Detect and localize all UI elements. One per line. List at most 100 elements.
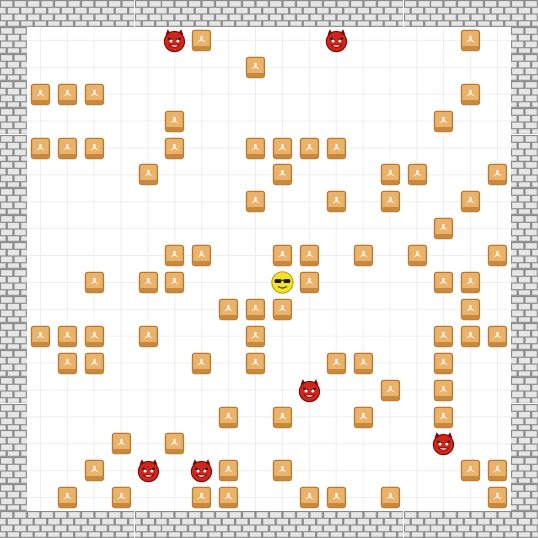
- crate-icon: [161, 269, 188, 296]
- crate-icon: [54, 323, 81, 350]
- crate-icon: [457, 323, 484, 350]
- brick-wall-icon: [0, 403, 27, 431]
- sunglasses-smiley-icon[interactable]: [269, 269, 296, 296]
- crate-icon: [484, 323, 511, 350]
- brick-wall-icon: [26, 511, 54, 538]
- crate-icon: [296, 242, 323, 269]
- brick-wall-icon: [511, 80, 538, 108]
- brick-wall-icon: [322, 511, 350, 538]
- crate-icon: [242, 323, 269, 350]
- crate-icon: [81, 457, 108, 484]
- crate-icon: [296, 484, 323, 511]
- crate-icon: [81, 350, 108, 377]
- devil-face-icon: [135, 457, 162, 484]
- crate-icon: [27, 323, 54, 350]
- crate-icon: [135, 269, 162, 296]
- crate-icon: [108, 484, 135, 511]
- brick-wall-icon: [511, 26, 538, 54]
- brick-wall-icon: [511, 242, 538, 269]
- brick-wall-icon: [511, 134, 538, 162]
- crate-icon: [242, 350, 269, 377]
- crate-icon: [377, 188, 404, 215]
- crate-icon: [54, 135, 81, 162]
- brick-wall-icon: [457, 0, 485, 27]
- brick-wall-icon: [511, 215, 538, 243]
- crate-icon: [296, 269, 323, 296]
- brick-wall-icon: [511, 430, 538, 458]
- crate-icon: [188, 27, 215, 54]
- crate-icon: [242, 54, 269, 81]
- devil-face-icon: [323, 27, 350, 54]
- crate-icon: [215, 457, 242, 484]
- crate-icon: [377, 161, 404, 188]
- brick-wall-icon: [0, 107, 27, 135]
- crate-icon: [377, 484, 404, 511]
- crate-icon: [430, 269, 457, 296]
- brick-wall-icon: [349, 0, 377, 27]
- brick-wall-icon: [107, 0, 135, 27]
- crate-icon: [161, 135, 188, 162]
- crate-icon: [135, 161, 162, 188]
- brick-wall-icon: [269, 0, 296, 27]
- crate-icon: [430, 215, 457, 242]
- brick-wall-icon: [269, 511, 296, 538]
- crate-icon: [215, 484, 242, 511]
- crate-icon: [135, 323, 162, 350]
- brick-wall-icon: [484, 511, 512, 538]
- crate-icon: [161, 430, 188, 457]
- crate-icon: [188, 242, 215, 269]
- crate-icon: [457, 296, 484, 323]
- brick-wall-icon: [53, 0, 81, 27]
- brick-wall-icon: [0, 53, 27, 81]
- crate-icon: [54, 350, 81, 377]
- brick-wall-icon: [0, 188, 27, 216]
- crate-icon: [404, 161, 431, 188]
- crate-icon: [457, 457, 484, 484]
- crate-icon: [27, 135, 54, 162]
- crate-icon: [377, 377, 404, 404]
- devil-face-icon: [296, 377, 323, 404]
- crate-icon: [484, 242, 511, 269]
- brick-wall-icon: [0, 269, 27, 296]
- brick-wall-icon: [242, 511, 269, 538]
- brick-wall-icon: [484, 0, 512, 27]
- brick-wall-icon: [0, 0, 27, 27]
- crate-icon: [457, 269, 484, 296]
- crate-icon: [81, 269, 108, 296]
- devil-face-icon: [430, 430, 457, 457]
- brick-wall-icon: [376, 0, 404, 27]
- crate-icon: [188, 350, 215, 377]
- crate-icon: [457, 188, 484, 215]
- crate-icon: [296, 135, 323, 162]
- crate-icon: [350, 350, 377, 377]
- brick-wall-icon: [134, 0, 162, 27]
- crate-icon: [215, 296, 242, 323]
- brick-wall-icon: [0, 457, 27, 485]
- brick-wall-icon: [511, 161, 538, 189]
- crate-icon: [54, 484, 81, 511]
- brick-wall-icon: [322, 0, 350, 27]
- crate-icon: [54, 81, 81, 108]
- brick-wall-icon: [0, 511, 27, 538]
- crate-icon: [269, 457, 296, 484]
- crate-icon: [269, 135, 296, 162]
- crate-icon: [27, 81, 54, 108]
- crate-icon: [215, 404, 242, 431]
- crate-icon: [81, 81, 108, 108]
- brick-wall-icon: [0, 349, 27, 377]
- brick-wall-icon: [107, 511, 135, 538]
- crate-icon: [350, 242, 377, 269]
- brick-wall-icon: [349, 511, 377, 538]
- brick-wall-icon: [403, 0, 431, 27]
- brick-wall-icon: [511, 376, 538, 404]
- brick-wall-icon: [0, 295, 27, 323]
- crate-icon: [242, 296, 269, 323]
- brick-wall-icon: [134, 511, 162, 538]
- brick-wall-icon: [53, 511, 81, 538]
- brick-wall-icon: [430, 511, 458, 538]
- crate-icon: [404, 242, 431, 269]
- brick-wall-icon: [511, 0, 538, 27]
- brick-wall-icon: [430, 0, 458, 27]
- brick-wall-icon: [161, 511, 189, 538]
- brick-wall-icon: [0, 215, 27, 243]
